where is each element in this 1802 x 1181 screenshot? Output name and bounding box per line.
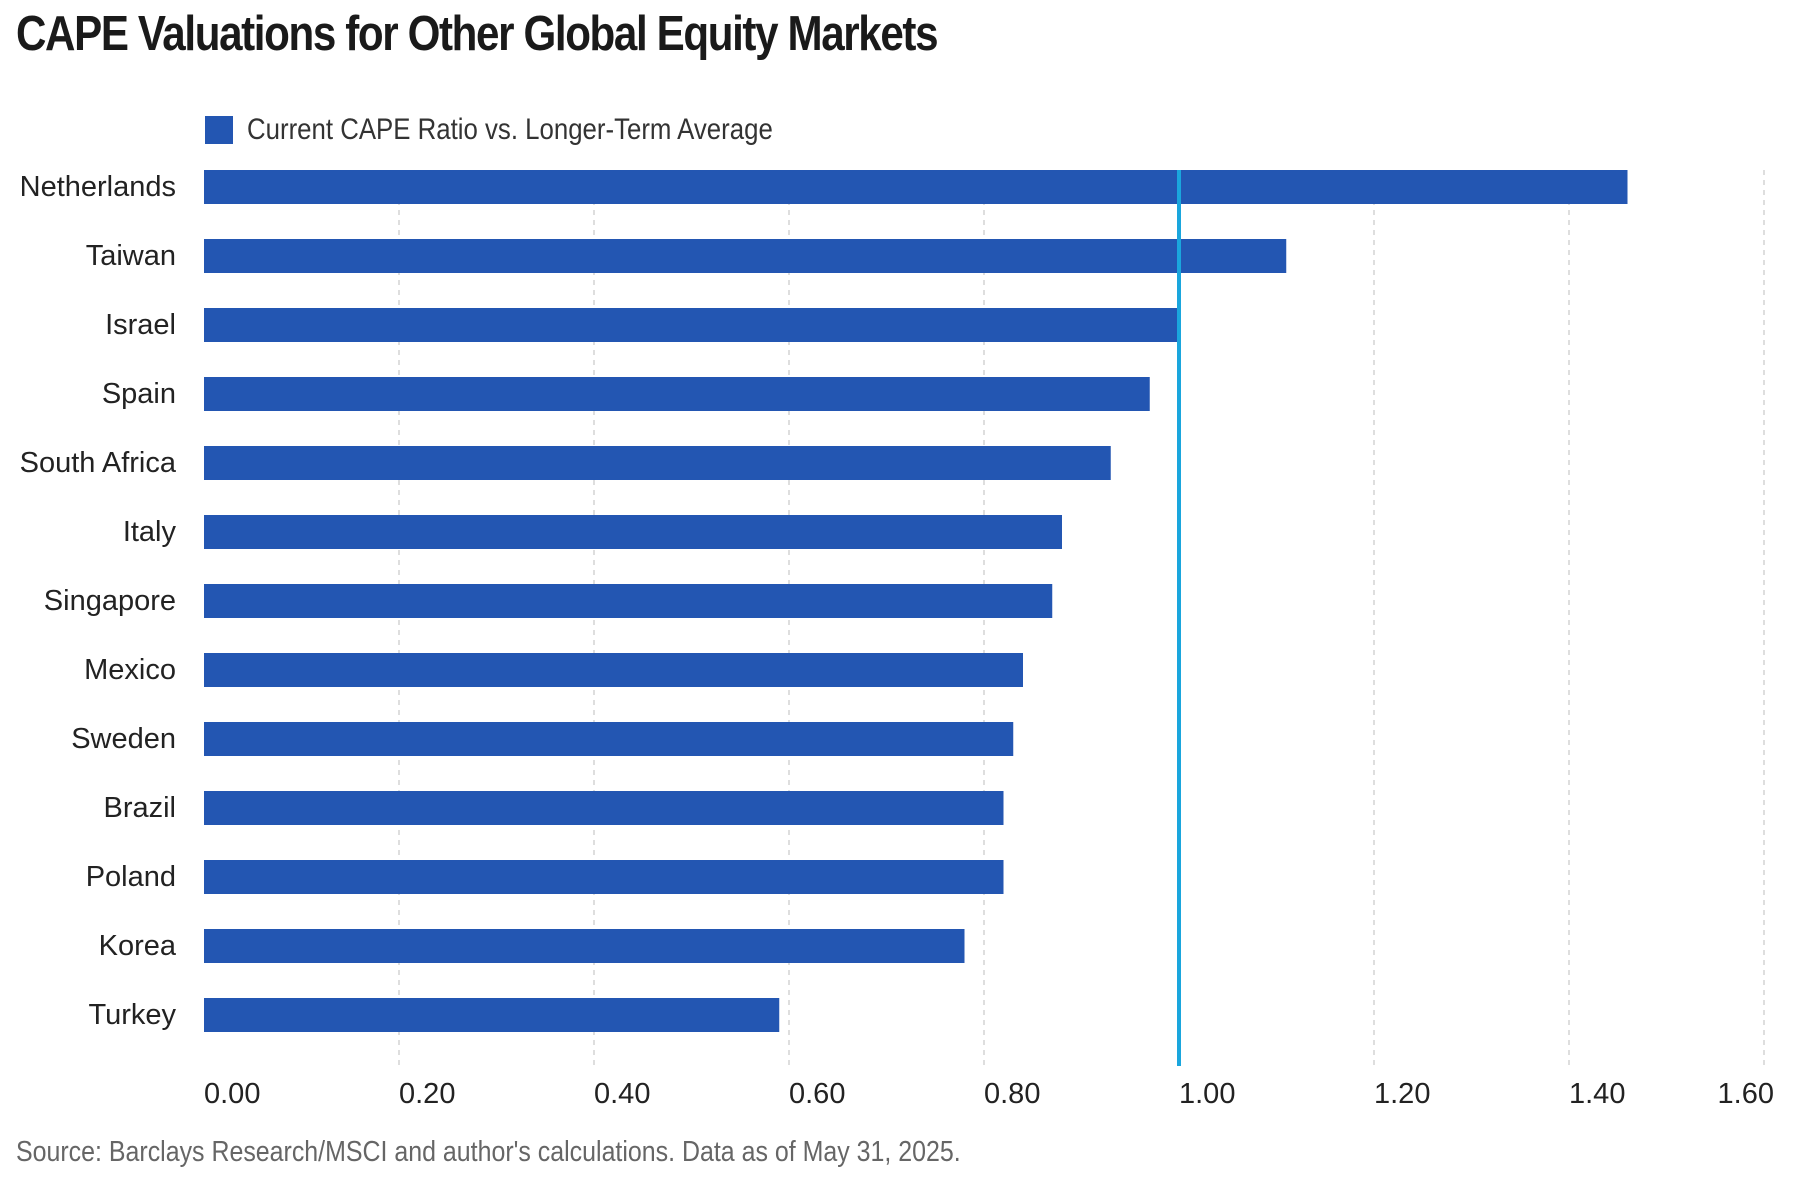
bar-israel: [204, 308, 1179, 342]
category-labels: Netherlands Taiwan Israel Spain South Africa…: [20, 171, 177, 1031]
legend: Current CAPE Ratio vs. Longer-Term Avera…: [205, 110, 858, 150]
bar-korea: [204, 929, 965, 963]
x-tick-label: 1.00: [1179, 1078, 1235, 1110]
bar-sweden: [204, 722, 1014, 756]
bar-poland: [204, 860, 1004, 894]
bar-spain: [204, 377, 1150, 411]
x-tick-label: 0.60: [789, 1078, 845, 1110]
bar-taiwan: [204, 239, 1287, 273]
bars: [204, 170, 1628, 1032]
x-tick-label: 0.80: [984, 1078, 1040, 1110]
x-tick-label: 0.20: [399, 1078, 455, 1110]
legend-swatch: [205, 116, 233, 144]
bar-netherlands: [204, 170, 1628, 204]
x-tick-label: 0.00: [204, 1078, 260, 1110]
bar-south-africa: [204, 446, 1111, 480]
x-tick-label: 1.60: [1718, 1078, 1774, 1110]
category-label: Italy: [123, 516, 177, 548]
category-label: Turkey: [88, 999, 176, 1031]
category-label: Netherlands: [20, 171, 176, 203]
bar-singapore: [204, 584, 1053, 618]
x-tick-label: 1.40: [1569, 1078, 1625, 1110]
category-label: Korea: [99, 930, 177, 962]
source-note: Source: Barclays Research/MSCI and autho…: [16, 1136, 961, 1168]
x-tick-label: 0.40: [594, 1078, 650, 1110]
bar-turkey: [204, 998, 780, 1032]
chart-title: CAPE Valuations for Other Global Equity …: [16, 7, 939, 61]
category-label: Israel: [105, 309, 176, 341]
category-label: Brazil: [103, 792, 176, 824]
x-tick-label: 1.20: [1374, 1078, 1430, 1110]
x-tick-labels: 0.00 0.20 0.40 0.60 0.80 1.00 1.20 1.40 1.60: [204, 1078, 1774, 1110]
category-label: Mexico: [84, 654, 176, 686]
bar-brazil: [204, 791, 1004, 825]
bar-mexico: [204, 653, 1023, 687]
category-label: South Africa: [20, 447, 177, 479]
bar-italy: [204, 515, 1062, 549]
category-label: Poland: [86, 861, 176, 893]
category-label: Taiwan: [86, 240, 176, 272]
legend-label: Current CAPE Ratio vs. Longer-Term Avera…: [247, 113, 773, 146]
bar-chart: Netherlands Taiwan Israel Spain South Africa…: [20, 170, 1774, 1110]
category-label: Spain: [102, 378, 176, 410]
category-label: Singapore: [44, 585, 176, 617]
category-label: Sweden: [71, 723, 176, 755]
